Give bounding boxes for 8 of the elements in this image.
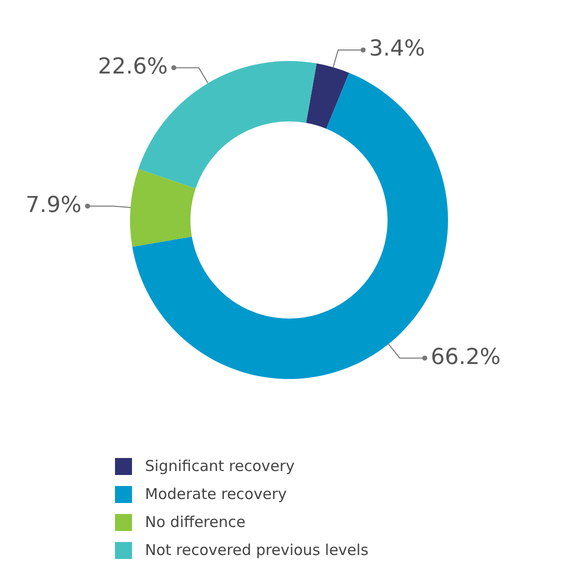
data-label: 66.2% bbox=[430, 344, 501, 370]
data-label: 3.4% bbox=[369, 36, 426, 62]
legend-label: Not recovered previous levels bbox=[145, 541, 368, 559]
legend-label: Moderate recovery bbox=[145, 485, 287, 503]
legend-label: Significant recovery bbox=[145, 457, 295, 475]
data-label: 7.9% bbox=[26, 192, 82, 218]
legend-label: No difference bbox=[145, 513, 246, 531]
data-label: 22.6% bbox=[98, 54, 168, 80]
